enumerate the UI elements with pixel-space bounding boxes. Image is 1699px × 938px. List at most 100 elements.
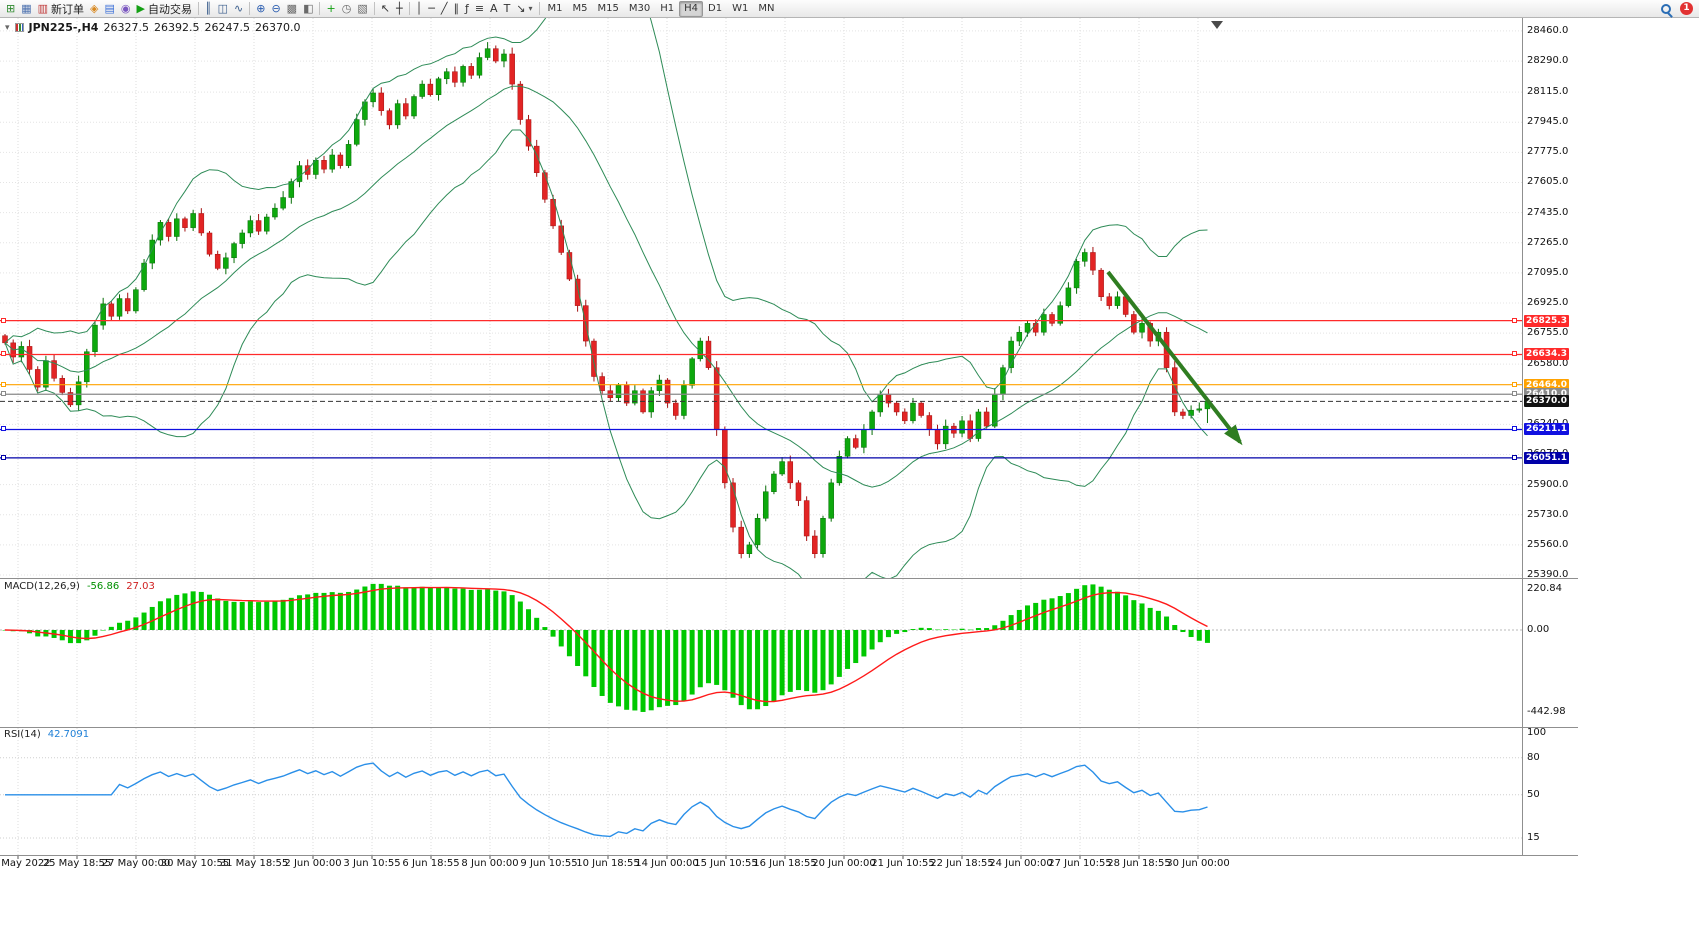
tf-h4-button[interactable]: H4 [679,0,704,17]
tf-w1-button[interactable]: W1 [727,1,753,17]
tf-m5-button-label: M5 [572,3,588,14]
one-click-trading-toggle[interactable]: ▾ [5,22,10,33]
candlestick-series [2,42,1211,559]
toolbar: ⊞ ▦ ▥ 新订单 ◈ ▤ ◉ ▶ 自动交易 ║ ◫ ∿ ⊕ ⊖ ▩ ◧ + ◷ ▧ ↖ ┼ │ ─ ╱ ∥ ƒ ≡ A T ↘ ▾ M1 M5… [0,0,1699,18]
vertical-line-icon: │ [415,1,423,15]
macd-signal-value: 27.03 [126,581,155,592]
tf-d1-button-label: D1 [708,3,723,14]
new-order-button[interactable]: ▥ 新订单 [35,1,87,17]
new-chart-button[interactable]: ⊞ [3,1,18,17]
search-icon[interactable] [1661,3,1671,14]
low-value: 26247.5 [204,21,250,34]
community-button[interactable]: ◉ [118,1,134,17]
toolbar-items: ⊞ ▦ ▥ 新订单 ◈ ▤ ◉ ▶ 自动交易 ║ ◫ ∿ ⊕ ⊖ ▩ ◧ + ◷ ▧ ↖ ┼ │ ─ ╱ ∥ ƒ ≡ A T ↘ ▾ M1 M5… [3,0,779,17]
notification-badge[interactable]: 1 [1680,2,1693,15]
template-icon: ▧ [357,1,368,15]
toolbar-right: 1 [1661,2,1693,15]
market-watch-button[interactable]: ◈ [87,1,101,17]
trend-arrow[interactable] [1106,270,1243,446]
toolbar-separator [319,2,321,15]
add-indicator-icon: + [326,1,336,15]
symbol-icon [14,23,24,32]
play-icon: ▶ [136,1,145,15]
tf-d1-button[interactable]: D1 [703,1,727,17]
tf-m1-button[interactable]: M1 [543,1,568,17]
channel-icon: ∥ [453,1,459,15]
macd-value: -56.86 [86,581,120,592]
macd-name: MACD(12,26,9) [4,581,80,592]
tf-h4-button-label: H4 [684,3,699,14]
auto-trading-button-label: 自动交易 [147,2,192,16]
cascade-windows-button[interactable]: ◧ [300,1,316,17]
zoom-out-icon: ⊖ [271,1,281,15]
crosshair-button[interactable]: ┼ [393,1,406,17]
tf-m30-button-label: M30 [628,3,651,14]
templates-button[interactable]: ▧ [354,1,370,17]
clock-icon: ◷ [341,1,352,15]
toolbar-separator [197,2,199,15]
tf-h1-button[interactable]: H1 [655,1,679,17]
text-button[interactable]: A [487,1,501,17]
tf-m15-button[interactable]: M15 [593,1,624,17]
horizontal-line-objects[interactable] [0,320,1522,459]
tf-mn-button[interactable]: MN [753,1,779,17]
compass-icon: ◈ [90,1,99,15]
new-order-button-label: 新订单 [51,2,85,16]
zoom-in-button[interactable]: ⊕ [253,1,268,17]
label-button[interactable]: T [501,1,514,17]
bar-chart-button[interactable]: ║ [202,1,215,17]
grid [0,18,1522,859]
profiles-button[interactable]: ▦ [18,1,34,17]
shapes-icon: ≡ [474,1,485,15]
candle-chart-button[interactable]: ◫ [215,1,231,17]
folder-icon: ▤ [104,1,115,15]
bar-chart-icon: ║ [204,1,212,15]
cursor-icon: ↖ [380,1,390,15]
horizontal-line-button[interactable]: ─ [425,1,438,17]
cursor-button[interactable]: ↖ [378,1,393,17]
symbol-timeframe: JPN225-,H4 [28,21,99,34]
tf-m15-button-label: M15 [597,3,619,14]
rsi-name: RSI(14) [4,729,41,740]
trendline-button[interactable]: ╱ [438,1,451,17]
tf-m1-button-label: M1 [547,3,563,14]
zoom-in-icon: ⊕ [256,1,266,15]
trendline-icon: ╱ [440,1,448,15]
label-icon: T [503,1,511,15]
tf-m30-button[interactable]: M30 [624,1,655,17]
macd-signal-line [4,586,1208,703]
toolbar-separator [408,2,410,15]
chart-profile-icon: ▦ [21,1,32,15]
line-chart-icon: ∿ [234,1,244,15]
chart-shift-marker [1211,21,1223,29]
cascade-windows-icon: ◧ [303,1,314,15]
zoom-out-button[interactable]: ⊖ [268,1,283,17]
rsi-line [5,762,1208,838]
arrow-tools-button[interactable]: ↘ ▾ [513,1,535,17]
tf-h1-button-label: H1 [660,3,675,14]
indicators-button[interactable]: + [323,1,338,17]
channel-button[interactable]: ∥ [450,1,462,17]
tf-mn-button-label: MN [758,3,775,14]
text-icon: A [490,1,498,15]
tile-windows-button[interactable]: ▩ [284,1,300,17]
tile-windows-icon: ▩ [286,1,298,15]
auto-trading-button[interactable]: ▶ 自动交易 [134,1,195,17]
fibonacci-button[interactable]: ƒ [462,1,472,17]
data-folder-button[interactable]: ▤ [102,1,118,17]
tf-m5-button[interactable]: M5 [568,1,593,17]
toolbar-separator [373,2,375,15]
toolbar-separator [249,2,251,15]
vertical-line-button[interactable]: │ [413,1,426,17]
macd-histogram [2,583,1210,712]
tf-w1-button-label: W1 [732,3,749,14]
close-value: 26370.0 [254,21,301,34]
arrow-icon: ↘ [516,1,526,15]
shapes-button[interactable]: ≡ [472,1,487,17]
chart-title: ▾ JPN225-,H4 26327.5 26392.5 26247.5 263… [5,21,300,34]
candlestick-icon: ◫ [217,1,229,15]
line-chart-button[interactable]: ∿ [231,1,246,17]
periods-button[interactable]: ◷ [339,1,355,17]
fibonacci-icon: ƒ [464,1,469,15]
